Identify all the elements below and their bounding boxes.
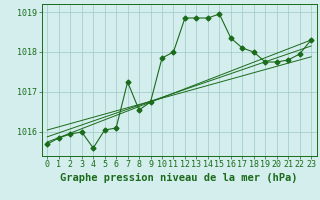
X-axis label: Graphe pression niveau de la mer (hPa): Graphe pression niveau de la mer (hPa) <box>60 173 298 183</box>
